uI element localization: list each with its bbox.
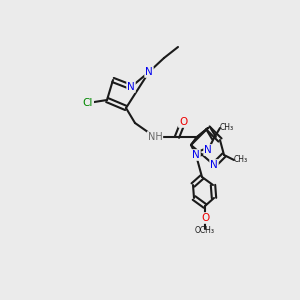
Text: N: N [127, 82, 135, 92]
Text: NH: NH [148, 132, 162, 142]
Text: OCH₃: OCH₃ [195, 226, 215, 235]
Text: Cl: Cl [83, 98, 93, 108]
Text: N: N [192, 150, 200, 160]
Text: N: N [204, 145, 212, 155]
Text: CH₃: CH₃ [220, 124, 234, 133]
Text: O: O [179, 117, 187, 127]
Text: CH₃: CH₃ [234, 155, 248, 164]
Text: N: N [145, 67, 153, 77]
Text: N: N [210, 160, 218, 170]
Text: O: O [201, 213, 209, 223]
